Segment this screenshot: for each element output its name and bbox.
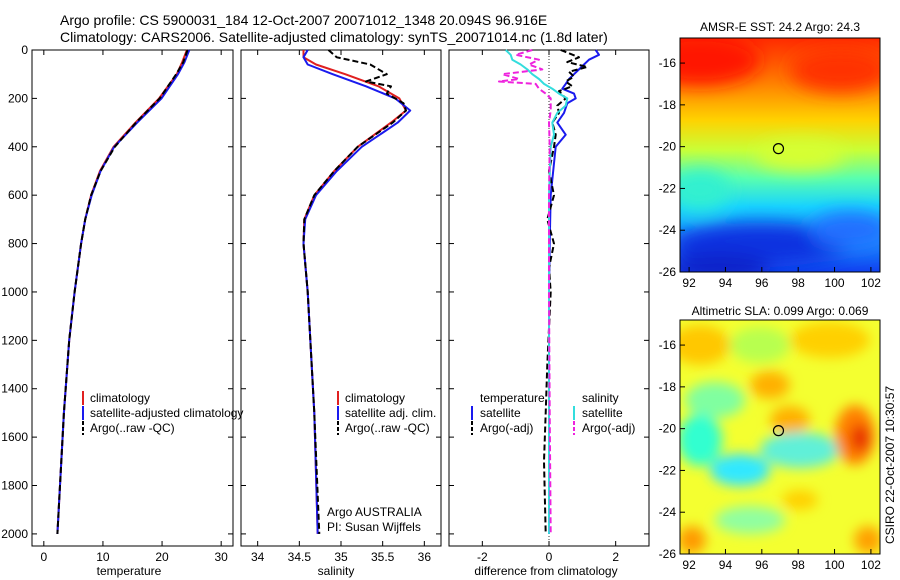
legend-label-satellite-adjusted: satellite-adjusted climatology — [90, 406, 243, 420]
legend-label-climatology: climatology — [345, 391, 405, 405]
salinity-series-climatology — [302, 50, 407, 534]
sla-map-xtick-label: 96 — [755, 558, 769, 572]
temperature-xtick-label: 20 — [155, 550, 169, 564]
legend-label-argo: Argo(..raw -QC) — [90, 421, 175, 435]
legend-title-temperature: temperature — [480, 391, 545, 405]
sla-map-ytick-label: -24 — [659, 505, 677, 519]
sla-map-xtick-label: 102 — [861, 558, 881, 572]
salinity-xtick-label: 34 — [251, 550, 265, 564]
difference-xlabel: difference from climatology — [474, 564, 617, 578]
sst-map — [680, 38, 880, 272]
depth-tick-label: 1000 — [1, 285, 28, 299]
depth-tick-label: 800 — [8, 237, 28, 251]
temperature-xlabel: temperature — [97, 564, 162, 578]
side-timestamp-label: CSIRO 22-Oct-2007 10:30:57 — [883, 386, 897, 544]
salinity-axes-frame — [240, 49, 442, 547]
depth-tick-label: 600 — [8, 188, 28, 202]
sst-map-xtick-label: 94 — [719, 276, 733, 290]
sla-map-xtick-label: 98 — [792, 558, 806, 572]
depth-tick-label: 400 — [8, 140, 28, 154]
depth-tick-label: 1600 — [1, 430, 28, 444]
temperature-xtick-label: 0 — [40, 550, 47, 564]
difference-legend: temperature satellite Argo(-adj) salinit… — [471, 391, 635, 435]
difference-xtick-label: 2 — [612, 550, 619, 564]
legend-label-argo: Argo(..raw -QC) — [345, 421, 430, 435]
temperature-xtick-label: 10 — [96, 550, 110, 564]
salinity-series-argo-raw-qc — [302, 49, 407, 534]
difference-series-salinity-argo-adj — [498, 49, 552, 534]
sla-map-ytick-label: -18 — [659, 380, 677, 394]
sst-map-ytick-label: -22 — [659, 181, 677, 195]
salinity-panel: 34 34.5 35 35.5 36 — [240, 49, 442, 564]
sst-map-ytick-label: -20 — [659, 140, 677, 154]
sla-map-title: Altimetric SLA: 0.099 Argo: 0.069 — [692, 304, 869, 318]
sst-map-xtick-label: 100 — [825, 276, 845, 290]
temperature-series-climatology — [56, 49, 188, 534]
difference-series-temperature-argo-adj — [543, 49, 589, 534]
difference-panel: -2 0 2 — [448, 49, 650, 564]
sla-map — [680, 320, 880, 554]
sst-map-ytick-label: -24 — [659, 223, 677, 237]
temperature-axes-frame — [31, 49, 234, 547]
salinity-legend: climatology satellite adj. clim. Argo(..… — [337, 391, 436, 435]
depth-tick-label: 1400 — [1, 382, 28, 396]
sla-map-argo-marker — [772, 425, 785, 437]
sla-map-ytick-label: -22 — [659, 463, 677, 477]
depth-tick-label: 0 — [21, 43, 28, 57]
sla-map-xtick-label: 100 — [825, 558, 845, 572]
sst-map-xtick-label: 96 — [755, 276, 769, 290]
sla-map-ytick-label: -26 — [659, 547, 677, 561]
temperature-series-argo-raw-qc — [56, 49, 189, 534]
sst-map-title: AMSR-E SST: 24.2 Argo: 24.3 — [700, 20, 860, 34]
salinity-xlabel: salinity — [318, 564, 355, 578]
sst-map-ytick-label: -18 — [659, 98, 677, 112]
difference-xtick-label: 0 — [546, 550, 553, 564]
salinity-xtick-label: 35.5 — [371, 550, 395, 564]
difference-series-temperature-satellite — [548, 49, 600, 534]
legend-label-climatology: climatology — [90, 391, 150, 405]
depth-tick-label: 1800 — [1, 479, 28, 493]
legend-title-salinity: salinity — [582, 391, 619, 405]
legend-label-sal-satellite: satellite — [582, 406, 623, 420]
header-line-2: Climatology: CARS2006. Satellite-adjuste… — [60, 29, 608, 45]
depth-tick-label: 1200 — [1, 333, 28, 347]
sst-map-xtick-label: 102 — [861, 276, 881, 290]
depth-tick-label: 200 — [8, 91, 28, 105]
temperature-xtick-label: 30 — [214, 550, 228, 564]
salinity-xtick-label: 34.5 — [288, 550, 312, 564]
pi-annotation: PI: Susan Wijffels — [327, 520, 421, 534]
sla-map-xtick-label: 94 — [719, 558, 733, 572]
sst-map-xtick-label: 92 — [682, 276, 696, 290]
sst-map-ytick-label: -26 — [659, 265, 677, 279]
sst-map-xtick-label: 98 — [792, 276, 806, 290]
sst-map-argo-marker — [772, 143, 785, 155]
sla-map-axes: 92 94 96 98 100 102 -16 -18 -20 -22 -24 -26 — [659, 319, 881, 572]
salinity-xtick-label: 36 — [418, 550, 432, 564]
temperature-legend: climatology satellite-adjusted climatolo… — [82, 391, 243, 435]
argo-australia-annotation: Argo AUSTRALIA — [327, 505, 422, 519]
sla-map-ytick-label: -16 — [659, 338, 677, 352]
sla-map-frame — [679, 319, 881, 555]
temperature-series-satellite-adjusted-climatology — [56, 49, 191, 534]
salinity-xtick-label: 35 — [334, 550, 348, 564]
temperature-panel: 0 10 20 30 0 200 400 600 800 1000 1200 1400 1600 1800… — [1, 43, 234, 564]
legend-label-temp-satellite: satellite — [480, 406, 521, 420]
header-line-1: Argo profile: CS 5900031_184 12-Oct-2007… — [60, 12, 548, 28]
sla-map-ytick-label: -20 — [659, 422, 677, 436]
sst-map-ytick-label: -16 — [659, 56, 677, 70]
legend-label-temp-argo: Argo(-adj) — [480, 421, 533, 435]
difference-series-salinity-satellite — [505, 49, 569, 534]
sst-map-frame — [679, 37, 881, 273]
depth-tick-label: 2000 — [1, 527, 28, 541]
sla-map-xtick-label: 92 — [682, 558, 696, 572]
legend-label-sal-argo: Argo(-adj) — [582, 421, 635, 435]
legend-label-satellite-adj: satellite adj. clim. — [345, 406, 436, 420]
difference-xtick-label: -2 — [477, 550, 488, 564]
sst-map-axes: 92 94 96 98 100 102 -16 -18 -20 -22 -24 -26 — [659, 37, 881, 290]
